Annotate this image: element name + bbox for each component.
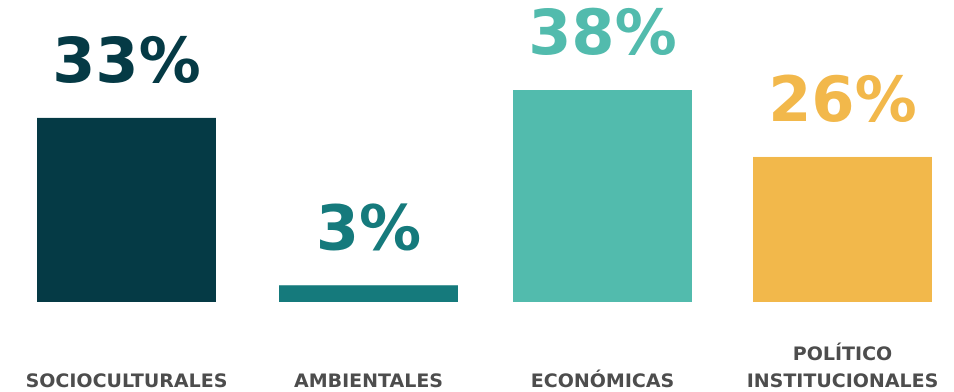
value-label-2: 3% [316, 191, 421, 264]
bar-3 [513, 90, 692, 302]
category-labels-group: SOCIOCULTURALES AMBIENTALES ECONÓMICAS POLÍ… [26, 342, 939, 392]
category-label-4-line-2: INSTITUCIONALES [747, 370, 939, 392]
category-label-3: ECONÓMICAS [531, 368, 674, 392]
value-label-4: 26% [768, 63, 916, 136]
bar-1 [37, 117, 216, 302]
category-label-2: AMBIENTALES [294, 370, 443, 392]
category-label-4-line-1: POLÍTICO [793, 342, 892, 365]
bars-group [37, 90, 932, 302]
bar-4 [753, 156, 932, 302]
value-labels-group: 33% 3% 38% 26% [52, 0, 916, 264]
value-label-1: 33% [52, 24, 200, 97]
value-label-3: 38% [528, 0, 676, 69]
bar-2 [279, 285, 458, 302]
category-label-1: SOCIOCULTURALES [26, 370, 228, 392]
